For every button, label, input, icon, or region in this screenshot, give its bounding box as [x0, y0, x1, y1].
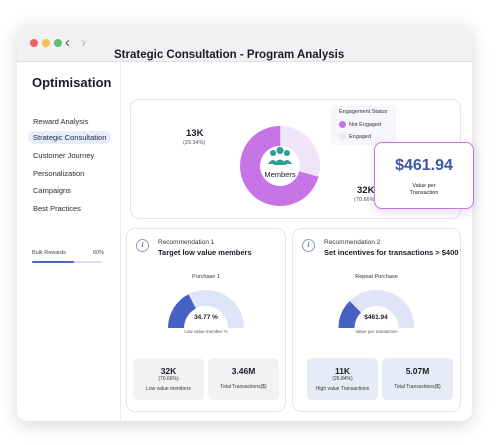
stat-value: 5.07M — [405, 366, 430, 376]
info-icon[interactable]: i — [302, 239, 315, 252]
stat-label: Total Transactions($) — [220, 384, 267, 390]
stat-total-transactions: 3.46M Total Transactions($) — [208, 358, 279, 400]
engaged-percent: (70.66%) — [354, 197, 377, 203]
stat-low-value-members: 32K (70.66%) Low value members — [133, 358, 204, 400]
not-engaged-percent: (29.34%) — [183, 140, 206, 146]
not-engaged-value: 13K — [186, 128, 204, 139]
stat-total-transactions: 5.07M Total Transactions($) — [382, 358, 453, 400]
stat-value: 11K — [334, 366, 351, 376]
legend-swatch-engaged — [339, 121, 346, 128]
progress-fill — [32, 261, 74, 263]
sidebar-item-best-practices[interactable]: Best Practices — [33, 204, 81, 213]
legend-label-engaged: Engaged — [349, 133, 372, 140]
stat-value: 32K — [160, 366, 177, 376]
recommendation-title: Target low value members — [158, 248, 252, 257]
stat-sub: (70.66%) — [158, 376, 179, 382]
value-per-transaction-amount: $461.94 — [395, 157, 453, 174]
gauge-title: Purchase 1 — [192, 274, 220, 280]
sidebar-title: Optimisation — [32, 75, 112, 90]
bulk-rewards-label: Bulk Rewards — [32, 250, 66, 256]
recommendation-title: Set incentives for transactions > $400 — [324, 248, 459, 257]
legend-title: Engagement Status — [339, 109, 388, 115]
recommendation-card-2: i Recommendation 2 Set incentives for tr… — [292, 228, 461, 412]
legend-item-not-engaged: Not Engaged — [339, 121, 381, 128]
repeat-purchase-gauge — [338, 290, 415, 329]
sidebar: Optimisation Reward Analysis Strategic C… — [17, 62, 121, 421]
gauge-caption: Value per transaction — [355, 329, 398, 334]
vpt-label-line2: Transaction — [409, 190, 439, 196]
progress-track — [32, 261, 102, 263]
forward-arrow-icon[interactable]: › — [81, 34, 86, 51]
sidebar-item-customer-journey[interactable]: Customer Journey — [33, 151, 95, 160]
stat-label: Low value members — [146, 386, 191, 392]
minimize-window-button[interactable] — [42, 39, 50, 47]
gauge-fill — [168, 294, 197, 329]
recommendation-number: Recommendation 2 — [324, 239, 381, 246]
stat-label: High value Transactions — [315, 386, 370, 392]
gauge-value: $461.94 — [364, 314, 388, 321]
page-title: Strategic Consultation - Program Analysi… — [114, 49, 345, 61]
stat-label: Total Transactions($) — [394, 384, 441, 390]
value-per-transaction-label: Value per Transaction — [375, 183, 473, 197]
donut-center-label: Members — [264, 170, 296, 179]
sidebar-item-strategic-consultation[interactable]: Strategic Consultation — [28, 131, 112, 144]
stat-value: 3.46M — [231, 366, 256, 376]
recommendation-card-1: i Recommendation 1 Target low value memb… — [126, 228, 286, 412]
legend-item-engaged: Engaged — [339, 133, 371, 140]
back-arrow-icon[interactable]: ‹ — [65, 34, 70, 51]
maximize-window-button[interactable] — [54, 39, 62, 47]
legend-label-not-engaged: Not Engaged — [349, 121, 382, 128]
legend-swatch-not-engaged — [339, 133, 346, 140]
recommendation-number: Recommendation 1 — [158, 239, 215, 246]
gauge-title: Repeat Purchase — [355, 274, 398, 280]
sidebar-item-campaigns[interactable]: Campaigns — [33, 186, 71, 195]
bulk-rewards-percent: 60% — [92, 250, 104, 256]
bulk-rewards-progress: Bulk Rewards 60% — [28, 248, 106, 269]
vpt-label-line1: Value per — [412, 183, 436, 189]
info-icon[interactable]: i — [136, 239, 149, 252]
sidebar-item-reward-analysis[interactable]: Reward Analysis — [33, 117, 89, 126]
stat-high-value-transactions: 11K (26.84%) High value Transactions — [307, 358, 378, 400]
title-bar: ‹ › — [17, 25, 472, 62]
sidebar-item-personalization[interactable]: Personalization — [33, 169, 85, 178]
close-window-button[interactable] — [30, 39, 38, 47]
gauge-caption: Low value member % — [184, 329, 228, 334]
engaged-value: 32K — [357, 185, 375, 196]
gauge-value: 34.77 % — [194, 314, 218, 321]
engagement-legend: Engagement Status Not Engaged Engaged — [331, 105, 396, 145]
stat-sub: (26.84%) — [332, 376, 353, 382]
value-per-transaction-card: $461.94 Value per Transaction — [374, 142, 474, 209]
purchase-gauge — [168, 290, 244, 329]
gauge-fill — [338, 301, 362, 329]
